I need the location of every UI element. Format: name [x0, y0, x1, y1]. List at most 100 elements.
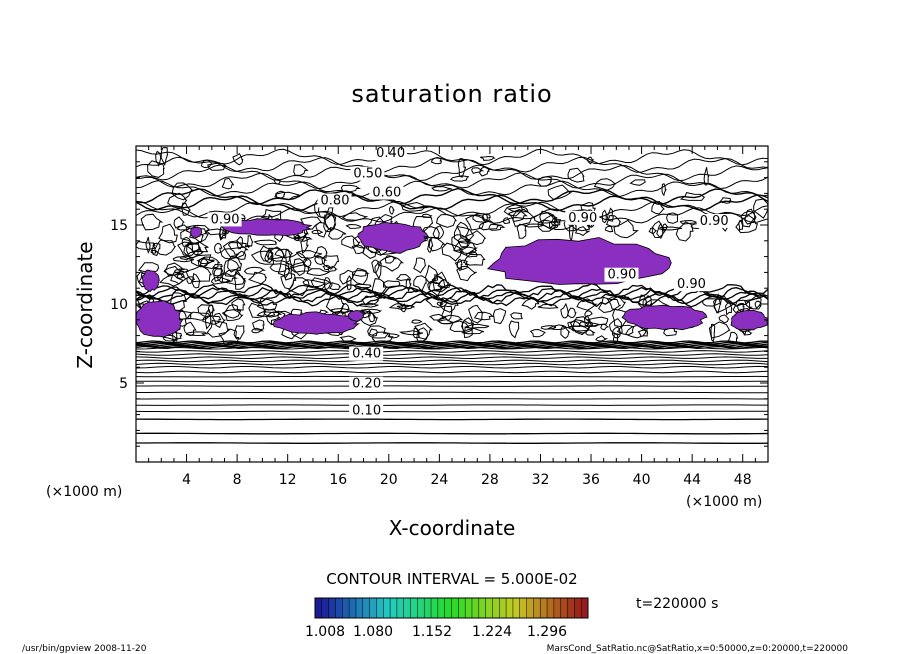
- shaded-region: [357, 221, 430, 254]
- contour-line: [248, 302, 267, 319]
- contour-line: [584, 310, 593, 318]
- contour-line: [598, 296, 622, 314]
- contour-line: [310, 277, 333, 290]
- contour-line: [371, 259, 380, 274]
- contour-line: [502, 217, 511, 225]
- contour-line: [675, 221, 694, 242]
- colorbar-segment: [369, 598, 377, 618]
- contour-line: [708, 321, 731, 339]
- x-tick-label: 44: [683, 472, 701, 488]
- contour-line: [223, 259, 241, 277]
- contour-label: 0.60: [372, 186, 401, 201]
- contour-line: [135, 340, 769, 344]
- contour-line: [176, 224, 191, 231]
- contour-line: [289, 261, 312, 273]
- colorbar-segment: [478, 598, 487, 618]
- contour-line: [488, 223, 506, 231]
- shaded-region: [221, 218, 313, 237]
- colorbar-segment: [506, 598, 514, 618]
- contour-line: [593, 178, 617, 191]
- contour-line: [260, 208, 282, 222]
- contour-line: [257, 297, 278, 311]
- contour-line: [136, 404, 768, 406]
- contour-line: [135, 353, 769, 356]
- colorbar-segment: [362, 598, 371, 618]
- contour-line: [679, 192, 706, 201]
- contour-line: [574, 226, 591, 237]
- contour-line: [351, 269, 370, 277]
- contour-line: [457, 237, 471, 248]
- contour-line: [135, 359, 769, 363]
- contour-line: [431, 271, 449, 293]
- contour-line: [346, 275, 352, 291]
- contour-line: [173, 216, 185, 229]
- contour-line: [611, 326, 621, 339]
- contour-line: [401, 201, 429, 212]
- contour-label-bg: [373, 146, 408, 161]
- contour-line: [473, 311, 495, 321]
- contour-line: [659, 226, 683, 231]
- colorbar-tick-label: 1.296: [527, 624, 567, 640]
- contour-line: [437, 279, 452, 289]
- y-tick-label: 15: [110, 218, 128, 234]
- contour-line: [300, 234, 309, 254]
- contour-line: [414, 322, 434, 340]
- contour-line: [329, 307, 354, 314]
- x-axis-label: X-coordinate: [389, 516, 516, 540]
- contour-line: [465, 250, 479, 258]
- contour-line: [533, 212, 557, 224]
- contour-line: [560, 302, 569, 319]
- x-tick-label: 12: [279, 472, 297, 488]
- x-tick-label: 8: [233, 472, 242, 488]
- x-unit-label: (×1000 m): [686, 494, 762, 510]
- contour-line: [727, 331, 739, 343]
- contour-line: [345, 223, 362, 229]
- contour-line: [547, 184, 573, 201]
- contour-line: [135, 294, 769, 308]
- contour-line: [171, 182, 194, 201]
- colorbar-segment: [335, 598, 343, 618]
- contour-line: [227, 241, 251, 250]
- contour-line: [361, 295, 380, 306]
- colorbar-segment: [492, 598, 500, 618]
- contour-line: [453, 225, 475, 243]
- contour-label: 0.90: [700, 214, 729, 229]
- contour-line: [360, 310, 378, 327]
- contour-line: [736, 302, 745, 312]
- contour-line: [306, 268, 330, 277]
- contour-line: [325, 294, 345, 316]
- contour-line: [449, 175, 470, 182]
- contour-line: [387, 333, 400, 339]
- contour-line: [269, 263, 292, 273]
- contour-line: [200, 159, 213, 169]
- shaded-region: [189, 226, 203, 239]
- shaded-region: [730, 309, 769, 331]
- contour-line: [136, 391, 768, 394]
- contour-line: [471, 167, 485, 174]
- contour-line: [437, 319, 454, 325]
- contour-label-bg: [349, 346, 384, 361]
- contour-line: [587, 156, 594, 165]
- contour-line: [283, 263, 293, 281]
- contour-line: [311, 229, 323, 235]
- contour-line: [246, 235, 254, 249]
- contour-line: [595, 335, 609, 342]
- shaded-regions: [135, 218, 769, 338]
- contour-line: [323, 213, 337, 233]
- contour-line: [754, 300, 762, 310]
- footer-right: MarsCond_SatRatio.nc@SatRatio,x=0:50000,…: [547, 644, 849, 654]
- x-tick-label: 4: [182, 472, 191, 488]
- contour-label-bg: [349, 403, 384, 418]
- contour-label: 0.50: [353, 167, 382, 182]
- contour-label: 0.80: [321, 193, 350, 208]
- contour-label-bg: [349, 376, 384, 391]
- contour-line: [340, 302, 350, 316]
- contour-line: [339, 335, 357, 342]
- contour-line: [251, 327, 265, 334]
- contour-line: [293, 164, 309, 176]
- contour-line: [427, 281, 443, 292]
- contour-line: [413, 275, 427, 293]
- contour-label-bg: [207, 212, 242, 227]
- contour-line: [253, 239, 278, 246]
- contour-line: [569, 319, 592, 336]
